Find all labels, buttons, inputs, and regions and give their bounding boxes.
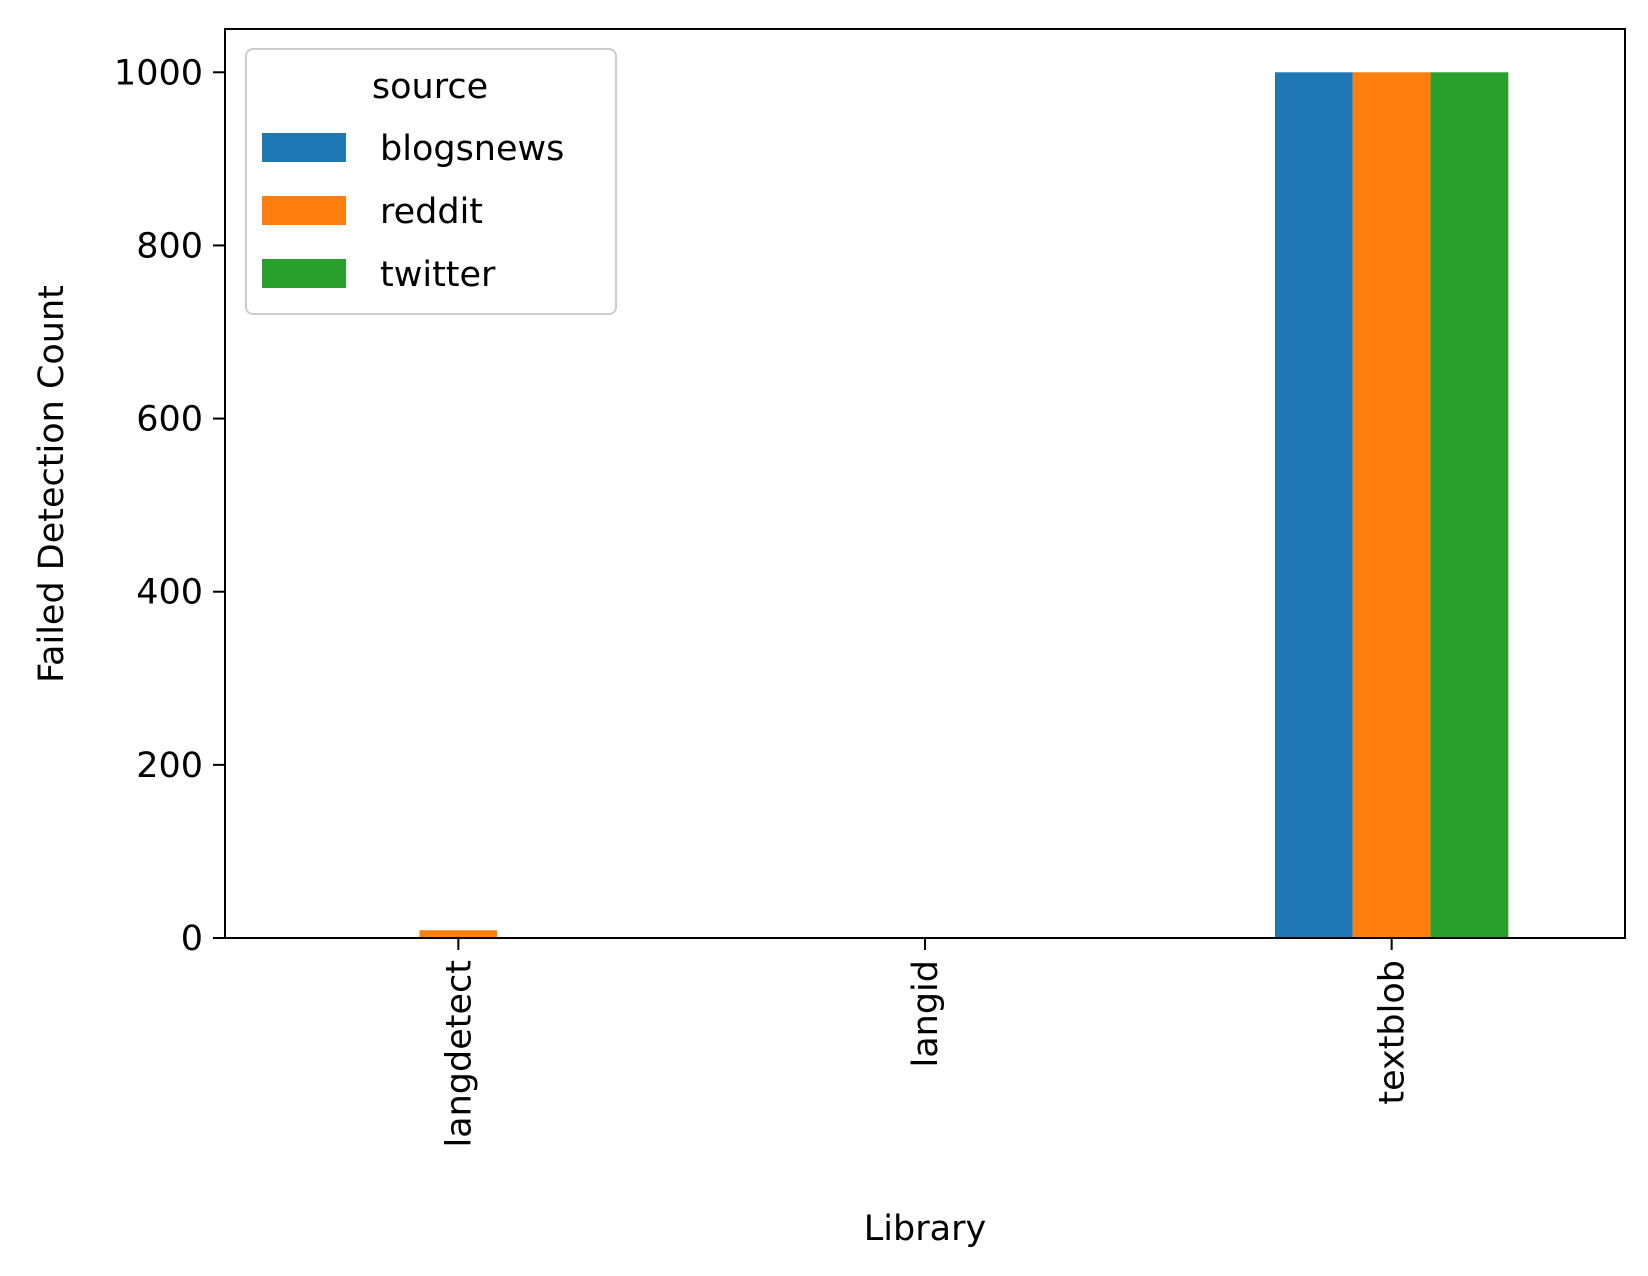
bar-reddit-langdetect bbox=[419, 930, 498, 938]
y-tick-label: 1000 bbox=[114, 53, 203, 93]
legend: source blogsnews reddit twitter bbox=[245, 48, 617, 315]
x-tick-label-textblob: textblob bbox=[1373, 960, 1413, 1105]
y-axis-ticks: 0 200 400 600 800 1000 bbox=[114, 53, 225, 959]
legend-label-reddit: reddit bbox=[380, 192, 483, 232]
x-tick-label-langid: langid bbox=[906, 960, 946, 1068]
legend-box bbox=[245, 48, 617, 315]
x-tick-label-langdetect: langdetect bbox=[439, 960, 479, 1148]
legend-swatch-blogsnews bbox=[262, 133, 346, 162]
y-tick-label: 400 bbox=[136, 573, 203, 613]
legend-label-blogsnews: blogsnews bbox=[380, 129, 564, 169]
legend-swatch-twitter bbox=[262, 259, 346, 288]
x-axis-ticks: langdetect langid textblob bbox=[439, 938, 1413, 1148]
legend-label-twitter: twitter bbox=[380, 255, 496, 295]
bar-blogsnews-textblob bbox=[1275, 72, 1353, 939]
plot-frame bbox=[224, 28, 1626, 939]
legend-title: source bbox=[372, 67, 488, 107]
x-axis-label: Library bbox=[864, 1209, 986, 1249]
y-tick-label: 600 bbox=[136, 400, 203, 440]
y-axis-label: Failed Detection Count bbox=[32, 285, 72, 683]
bar-twitter-textblob bbox=[1430, 72, 1509, 939]
legend-swatch-reddit bbox=[262, 196, 346, 225]
bars-group bbox=[419, 72, 1509, 939]
bar-reddit-textblob bbox=[1352, 72, 1431, 939]
y-tick-label: 200 bbox=[136, 746, 203, 786]
y-tick-label: 800 bbox=[136, 226, 203, 266]
y-tick-label: 0 bbox=[181, 919, 203, 959]
